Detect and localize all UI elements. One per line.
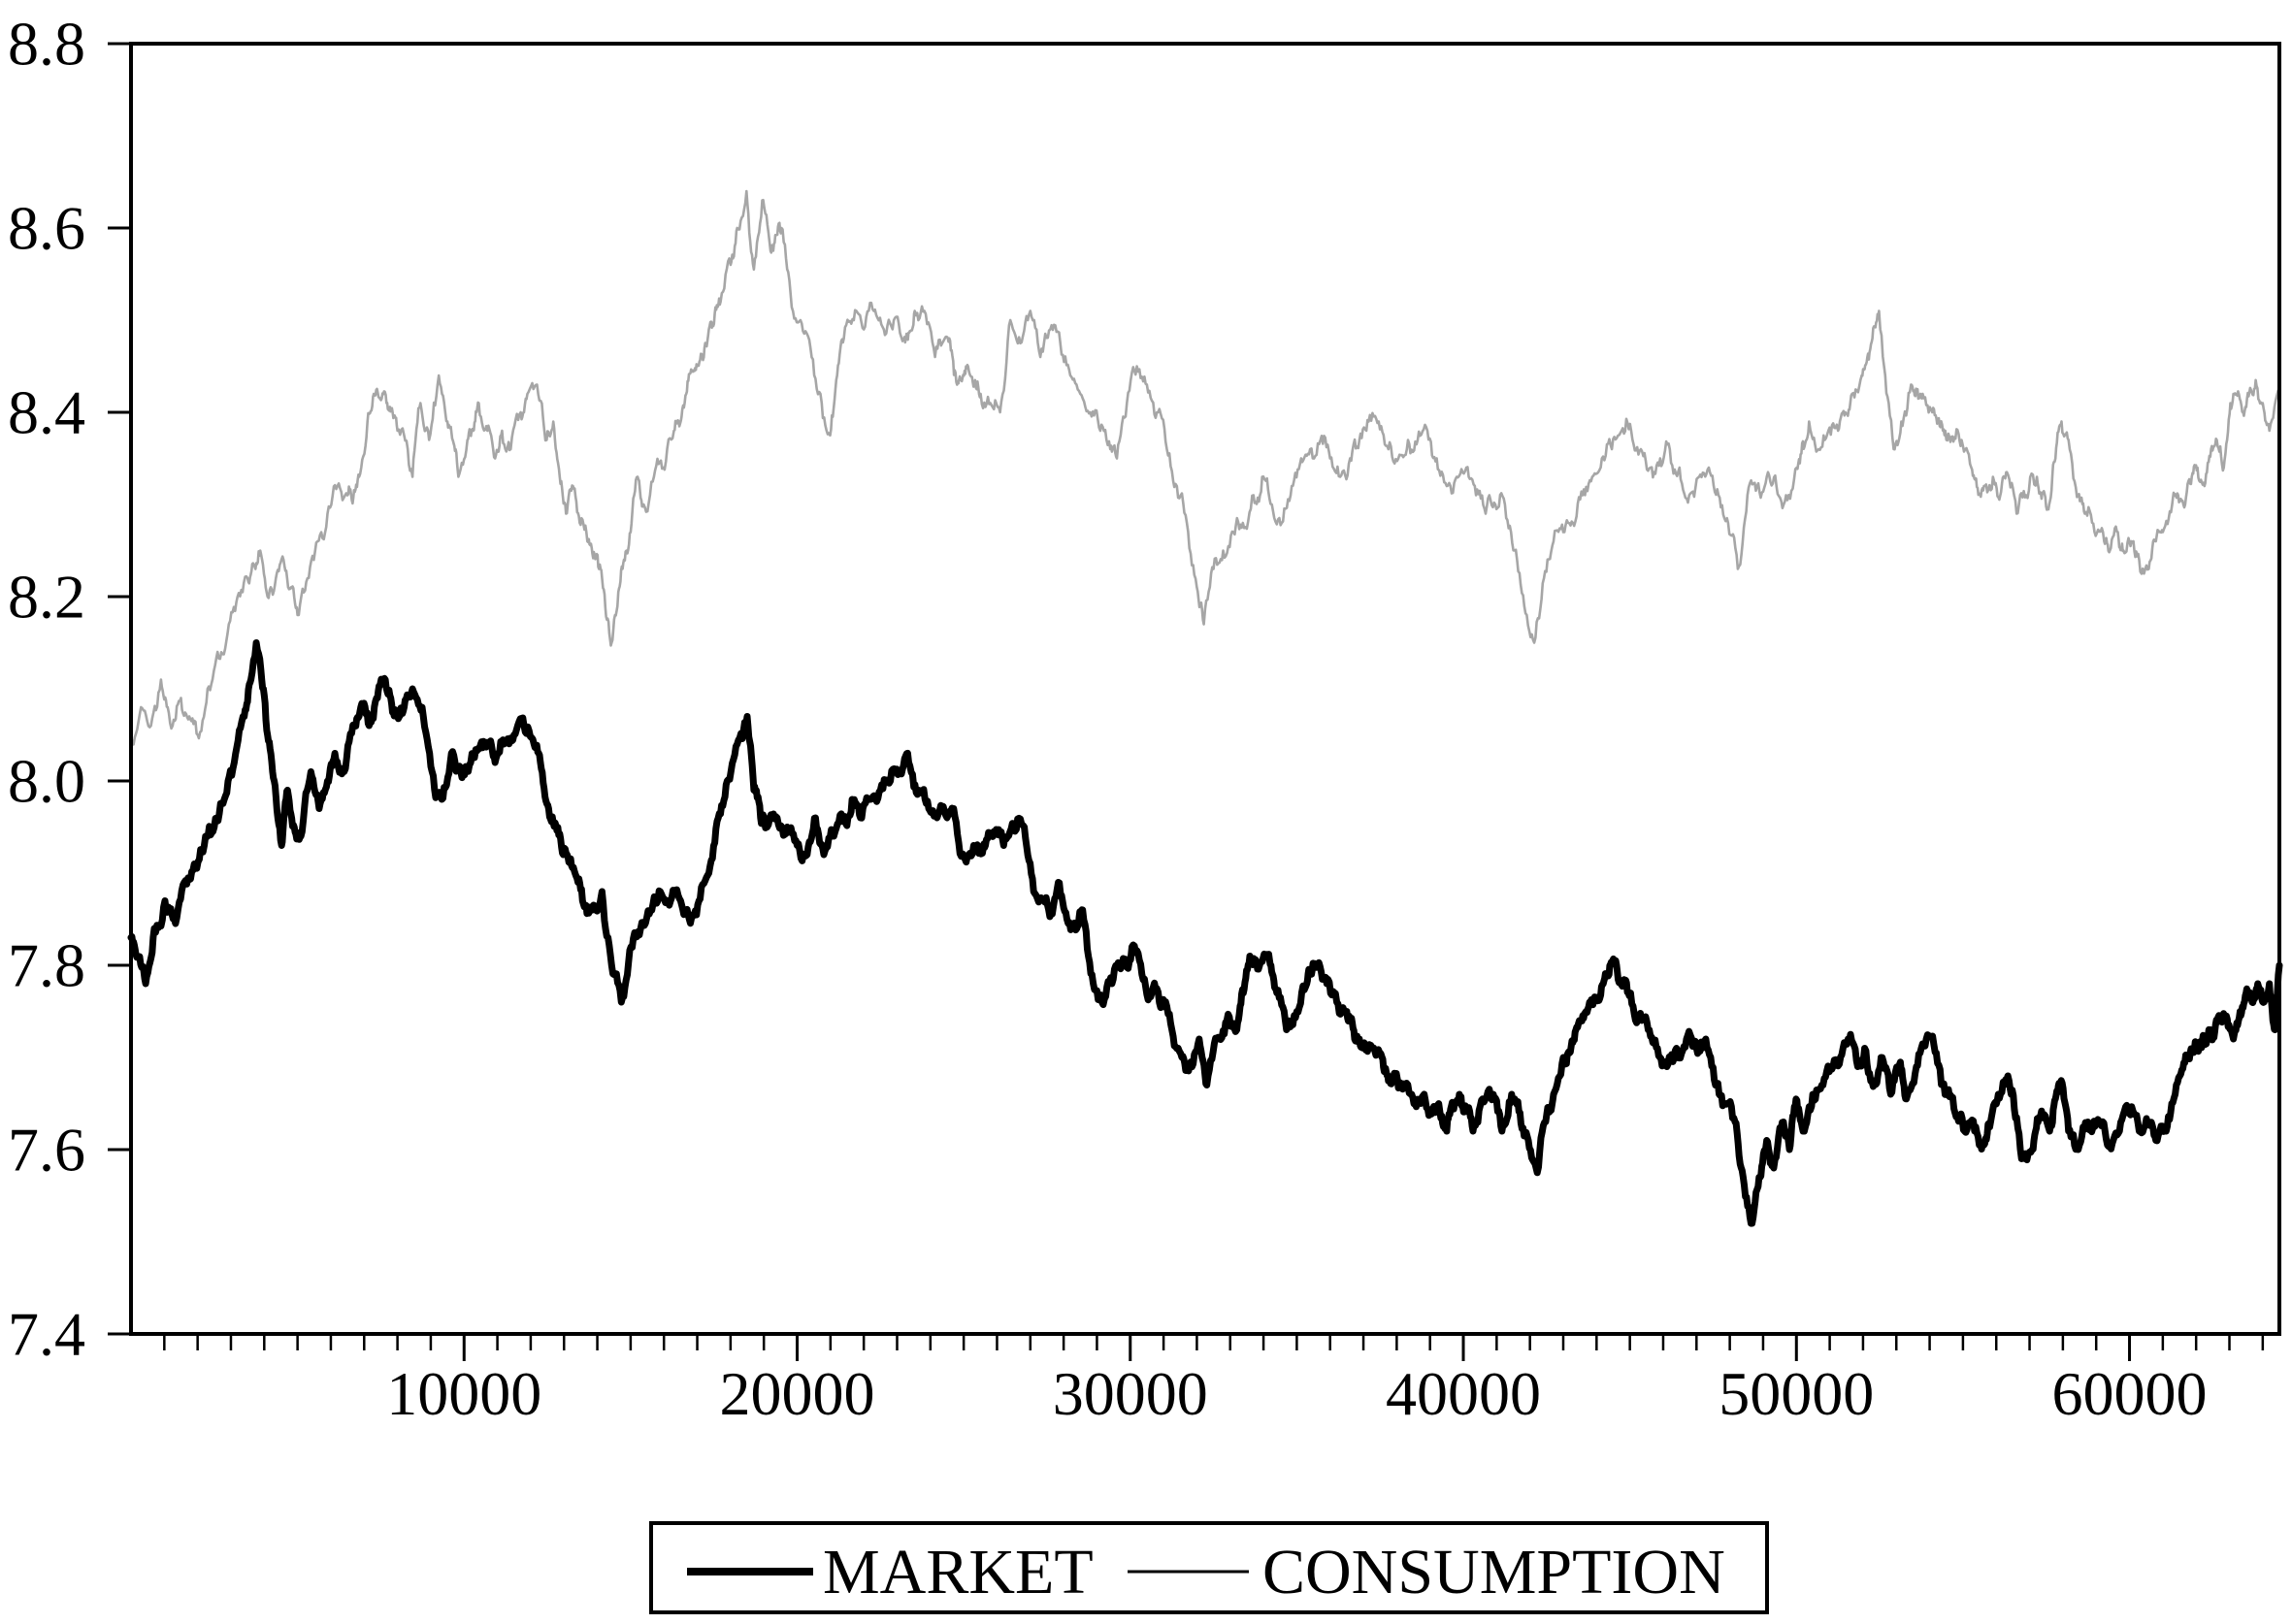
axes: 7.4 7.6 7.8 8.0 8.2 8.4 8.6 8.8 10000 20000 30000 4…	[8, 10, 2281, 1428]
x-axis-tick-label: 60000	[2052, 1359, 2208, 1428]
x-axis-tick-label: 30000	[1053, 1359, 1208, 1428]
y-axis-tick-label: 8.2	[8, 563, 85, 632]
y-axis-tick-label: 8.0	[8, 747, 85, 816]
x-axis-tick-label: 20000	[720, 1359, 875, 1428]
x-axis-tick-label: 10000	[386, 1359, 541, 1428]
plot-border	[129, 42, 2281, 1336]
y-axis-tick-label: 7.8	[8, 931, 85, 1000]
y-axis-tick-label: 7.4	[8, 1300, 85, 1369]
series-lines	[127, 189, 2283, 1227]
y-axis-tick-label: 7.6	[8, 1116, 85, 1185]
legend-box	[649, 1521, 1769, 1614]
legend-label-consumption: CONSUMPTION	[1262, 1537, 1725, 1608]
series-line-market	[127, 639, 2283, 1227]
y-axis-tick-label: 8.8	[8, 10, 85, 79]
legend-label-market: MARKET	[823, 1537, 1094, 1608]
y-axis-tick-label: 8.6	[8, 194, 85, 263]
y-axis-tick-label: 8.4	[8, 378, 85, 447]
legend: MARKET CONSUMPTION	[649, 1521, 1769, 1614]
series-line-consumption	[129, 189, 2281, 746]
x-axis-tick-label: 50000	[1719, 1359, 1874, 1428]
x-axis-tick-label: 40000	[1386, 1359, 1541, 1428]
